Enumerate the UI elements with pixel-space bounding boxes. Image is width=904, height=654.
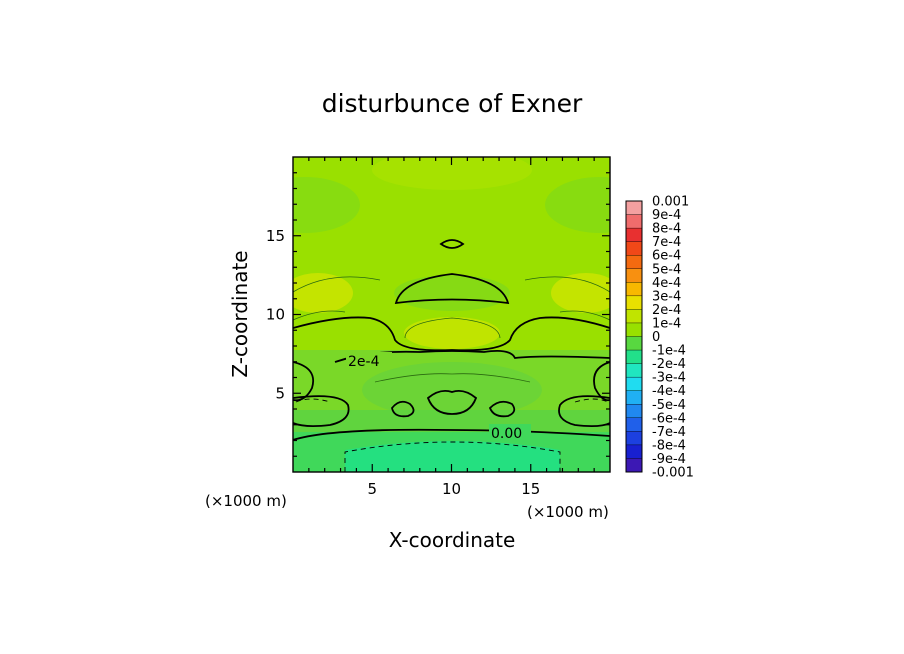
center-upper-cell: [394, 275, 510, 311]
contour-line: [394, 273, 510, 305]
colorbar-swatch: [625, 444, 643, 459]
x-unit-label: (×1000 m): [205, 492, 287, 510]
contour-label: 0.00: [491, 426, 522, 442]
colorbar-swatch: [625, 282, 643, 297]
colorbar-label: 6e-4: [652, 249, 681, 264]
colorbar-label: -6e-4: [652, 411, 686, 426]
colorbar-labels: 0.0019e-48e-47e-46e-45e-44e-43e-42e-41e-…: [652, 195, 694, 481]
colorbar-swatch: [625, 363, 643, 378]
upper-right-lobe: [545, 177, 610, 233]
contour-line: [293, 316, 610, 352]
colorbar-swatch: [625, 268, 643, 283]
contour-line: [524, 276, 610, 293]
y-tick-label: 15: [266, 227, 285, 245]
z-unit-label: (×1000 m): [527, 503, 609, 521]
colorbar-swatch: [625, 336, 643, 351]
colorbar-label: 9e-4: [652, 208, 681, 223]
contour-line: [293, 310, 346, 321]
negative-region: [345, 441, 560, 472]
colorbar-swatch: [625, 404, 643, 419]
colorbar-label: -4e-4: [652, 384, 686, 399]
colorbar-swatch: [625, 458, 643, 473]
contour-line: [293, 361, 314, 402]
colorbar-swatch: [625, 200, 643, 216]
contour-label: 2e-4: [348, 354, 380, 370]
colorbar-label: -3e-4: [652, 371, 686, 386]
upper-left-lobe: [293, 177, 360, 233]
left-warm-region: [293, 273, 353, 313]
x-tick-label: 5: [367, 480, 377, 498]
contour-line: [404, 317, 501, 339]
colorbar-label: 8e-4: [652, 222, 681, 237]
colorbar-label: -9e-4: [652, 452, 686, 467]
colorbar-label: -1e-4: [652, 344, 686, 359]
contour-line: [293, 428, 610, 441]
colorbar-label: 0: [652, 330, 660, 345]
negative-contour: [574, 398, 609, 403]
colorbar-label: 3e-4: [652, 289, 681, 304]
colorbar-label: 1e-4: [652, 316, 681, 331]
contour-line: [439, 239, 465, 249]
negative-contour: [344, 441, 561, 472]
colorbar-swatch: [625, 295, 643, 310]
center-warm-cell: [404, 317, 500, 349]
axis-tick-labels: 5 10 15 5 10 15: [266, 227, 540, 498]
chart-title: disturbunce of Exner: [322, 89, 583, 118]
colorbar-swatch: [625, 349, 643, 365]
y-tick-label: 10: [266, 306, 285, 324]
colorbar-swatch: [625, 227, 643, 243]
colorbar-swatch: [625, 241, 643, 256]
colorbar-swatch: [625, 376, 643, 392]
contour-line: [488, 400, 516, 418]
colorbar-swatch: [625, 431, 643, 446]
y-tick-label: 5: [275, 384, 285, 402]
colorbar-label: -5e-4: [652, 398, 686, 413]
contour-label-bg: [489, 424, 531, 440]
colorbar-label: -8e-4: [652, 438, 686, 453]
colorbar-label: -7e-4: [652, 425, 686, 440]
x-tick-label: 10: [442, 480, 461, 498]
colorbar-swatch: [625, 214, 643, 229]
colorbar-label: 2e-4: [652, 303, 681, 318]
colorbar-swatch: [625, 309, 643, 324]
x-axis-label: X-coordinate: [389, 528, 516, 552]
axis-ticks: [293, 157, 610, 472]
contour-line: [426, 389, 478, 415]
contour-line: [558, 395, 610, 428]
colorbar-label: 4e-4: [652, 276, 681, 291]
colorbar-frame: [625, 200, 643, 473]
contour-line: [374, 373, 531, 383]
colorbar-swatch: [625, 322, 643, 338]
colorbar-label: -2e-4: [652, 357, 686, 372]
y-axis-label: Z-coordinate: [228, 250, 252, 377]
colorbar-swatch: [625, 254, 643, 270]
contour-line: [559, 310, 610, 321]
contour-line: [391, 400, 415, 418]
contour-line: [593, 361, 610, 402]
colorbar-label: 7e-4: [652, 235, 681, 250]
x-tick-label: 15: [521, 480, 540, 498]
colorbar-label: 0.001: [652, 195, 689, 210]
top-center-region: [372, 157, 532, 190]
colorbar-label: 5e-4: [652, 262, 681, 277]
plot-area: 2e-4 0.00: [292, 156, 611, 473]
right-warm-region: [551, 273, 610, 313]
colorbar-swatch: [625, 390, 643, 405]
contour-line: [293, 395, 350, 428]
contour-line: [293, 276, 381, 293]
colorbar-swatch: [625, 417, 643, 432]
negative-contour: [295, 398, 331, 403]
contour-label-bg: [346, 352, 392, 368]
colorbar: [625, 200, 643, 473]
colorbar-label: -0.001: [652, 466, 694, 481]
